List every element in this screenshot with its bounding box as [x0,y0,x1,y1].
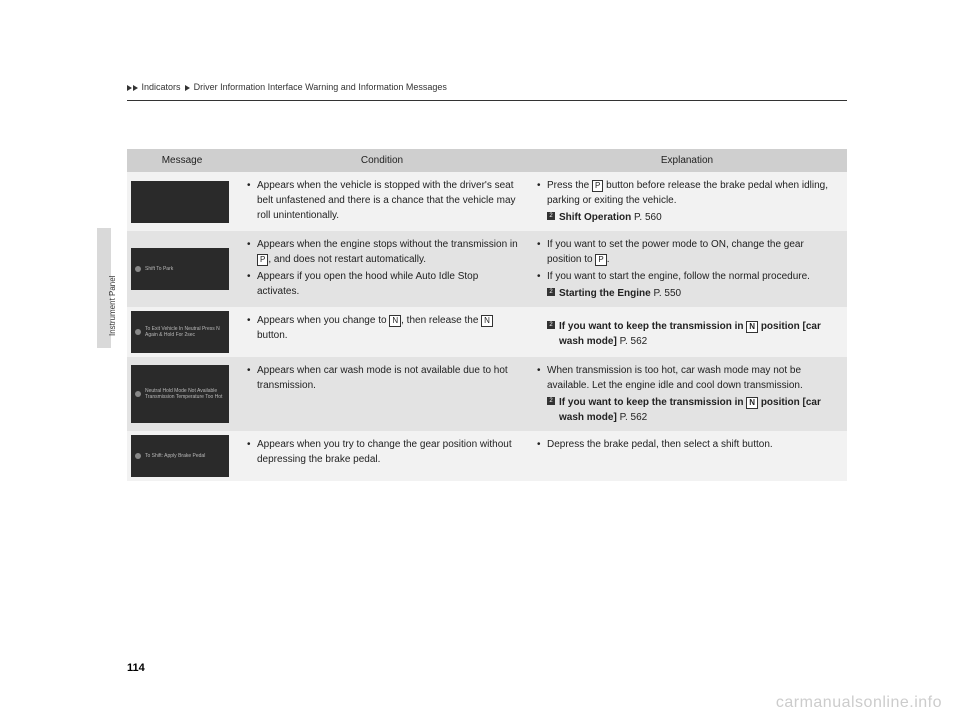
breadcrumb-part: Indicators [142,82,181,92]
messages-table: Message Condition Explanation Appears wh… [127,149,847,481]
explanation-item: If you want to set the power mode to ON,… [535,237,839,267]
condition-item: Appears when you change to N, then relea… [245,313,519,343]
condition-item: Appears if you open the hood while Auto … [245,269,519,299]
message-display: Neutral Hold Mode Not Available Transmis… [131,365,229,423]
chevron-right-icon [127,85,132,91]
key-icon: P [592,180,603,192]
key-icon: N [481,315,493,327]
key-icon: N [746,397,758,409]
condition-item: Appears when the vehicle is stopped with… [245,178,519,223]
explanation-item: When transmission is too hot, car wash m… [535,363,839,393]
reference-icon: 2 [547,397,555,405]
message-display [131,181,229,223]
warning-icon [135,453,141,459]
reference-icon: 2 [547,288,555,296]
condition-item: Appears when car wash mode is not availa… [245,363,519,393]
chevron-right-icon [133,85,138,91]
message-display: To Shift: Apply Brake Pedal [131,435,229,477]
watermark: carmanualsonline.info [776,694,942,712]
key-icon: P [595,254,606,266]
warning-icon [135,391,141,397]
table-row: To Exit Vehicle In Neutral Press N Again… [127,307,847,357]
table-row: Appears when the vehicle is stopped with… [127,172,847,231]
reference-link: 2 Shift Operation P. 560 [535,210,839,225]
warning-icon [135,266,141,272]
chevron-right-icon [185,85,190,91]
reference-link: 2 Starting the Engine P. 550 [535,286,839,301]
page-number: 114 [127,662,145,674]
explanation-item: If you want to start the engine, follow … [535,269,839,284]
table-row: Neutral Hold Mode Not Available Transmis… [127,357,847,431]
page-content: Indicators Driver Information Interface … [127,82,847,481]
key-icon: N [389,315,401,327]
key-icon: N [746,321,758,333]
col-header-explanation: Explanation [527,149,847,172]
warning-icon [135,329,141,335]
condition-item: Appears when you try to change the gear … [245,437,519,467]
table-row: Shift To Park Appears when the engine st… [127,231,847,307]
reference-icon: 2 [547,212,555,220]
message-display: To Exit Vehicle In Neutral Press N Again… [131,311,229,353]
breadcrumb-part: Driver Information Interface Warning and… [194,82,447,92]
reference-link: 2 If you want to keep the transmission i… [535,319,839,349]
col-header-message: Message [127,149,237,172]
side-tab-label: Instrument Panel [108,276,117,336]
explanation-item: Depress the brake pedal, then select a s… [535,437,839,452]
table-row: To Shift: Apply Brake Pedal Appears when… [127,431,847,481]
reference-icon: 2 [547,321,555,329]
condition-item: Appears when the engine stops without th… [245,237,519,267]
breadcrumb: Indicators Driver Information Interface … [127,82,847,101]
reference-link: 2 If you want to keep the transmission i… [535,395,839,425]
col-header-condition: Condition [237,149,527,172]
message-display: Shift To Park [131,248,229,290]
explanation-item: Press the P button before release the br… [535,178,839,208]
key-icon: P [257,254,268,266]
